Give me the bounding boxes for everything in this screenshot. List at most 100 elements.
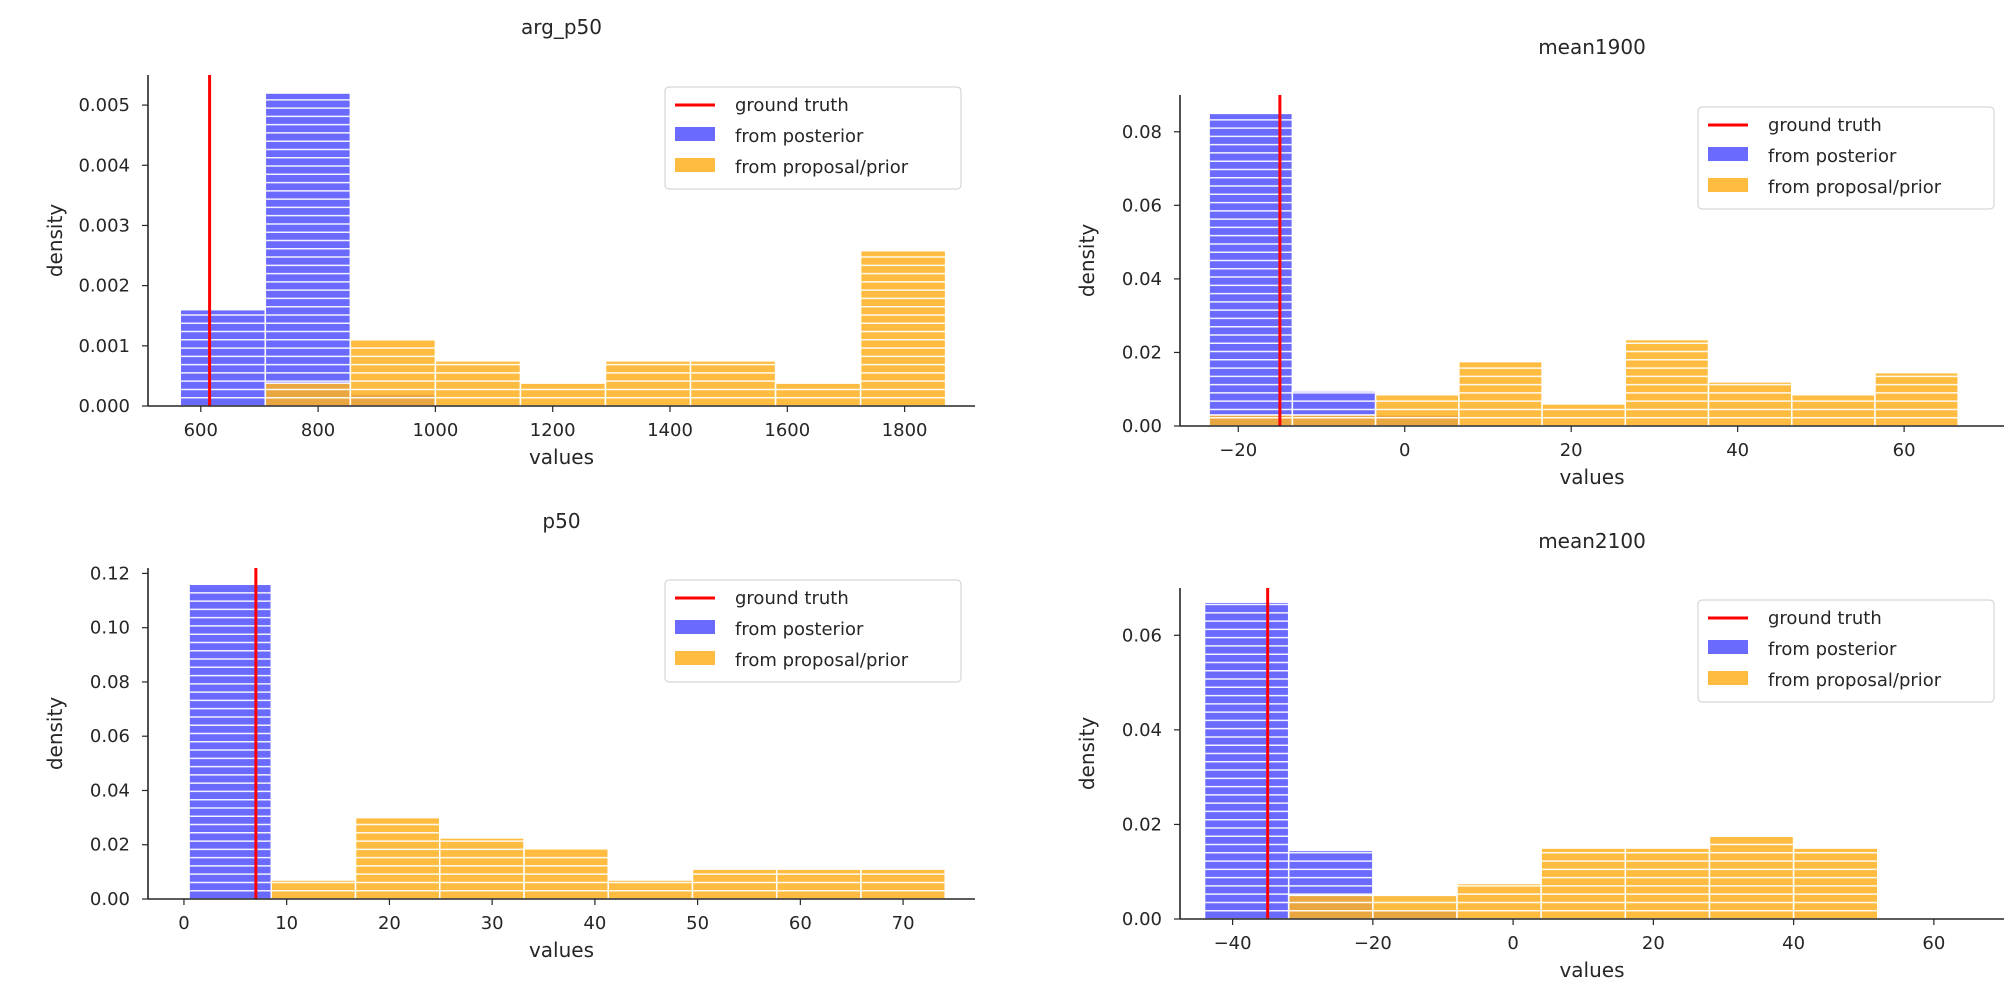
legend-proposal-label: from proposal/prior — [735, 650, 909, 671]
legend-box — [1697, 106, 1995, 210]
subplot-p50: 0 10 20 30 40 50 60 70 0.00 0.02 0.04 0.06 0.08 0.10 0… — [43, 509, 975, 962]
y-tick-label: 0.005 — [78, 95, 130, 116]
x-axis-label: values — [1559, 465, 1624, 489]
chart-title: arg_p50 — [521, 15, 602, 39]
histogram-bar-proposal-6 — [774, 382, 862, 407]
x-tick-label: 1800 — [882, 420, 928, 441]
legend-posterior-label: from posterior — [735, 126, 864, 147]
x-tick-label: 40 — [1726, 440, 1749, 461]
histogram-bar-posterior-0 — [1203, 601, 1290, 920]
legend-proposal-swatch — [675, 651, 715, 665]
x-tick-label: 60 — [1922, 933, 1945, 954]
x-tick-label: 0 — [1399, 440, 1410, 461]
histogram-bar-proposal-1 — [1372, 894, 1458, 920]
x-tick-label: 30 — [481, 913, 504, 934]
x-axis-label: values — [529, 445, 594, 469]
x-tick-label: 50 — [686, 913, 709, 934]
legend-posterior-swatch — [1708, 640, 1748, 654]
y-tick-label: 0.06 — [1122, 195, 1162, 216]
y-tick-label: 0.00 — [1122, 909, 1162, 930]
chart-title: mean1900 — [1538, 35, 1646, 59]
y-tick-label: 0.003 — [78, 215, 130, 236]
y-tick-label: 0.08 — [90, 672, 130, 693]
y-tick-label: 0.001 — [78, 336, 130, 357]
x-tick-label: −40 — [1214, 933, 1252, 954]
histogram-bar-proposal-4 — [604, 360, 692, 407]
y-tick-label: 0.000 — [78, 396, 130, 417]
x-tick-label: 1600 — [764, 420, 810, 441]
y-tick-label: 0.00 — [1122, 416, 1162, 437]
legend-proposal-label: from proposal/prior — [1768, 177, 1942, 198]
histogram-bar-proposal-3 — [1540, 847, 1627, 920]
y-tick-label: 0.004 — [78, 155, 130, 176]
x-tick-label: 20 — [1560, 440, 1583, 461]
histogram-bar-posterior-0 — [179, 308, 267, 407]
y-axis-label: density — [1075, 224, 1099, 297]
x-tick-label: 60 — [1893, 440, 1916, 461]
histogram-bar-proposal-2 — [439, 837, 525, 900]
legend: ground truth from posterior from proposal/… — [664, 86, 962, 190]
histogram-bar-proposal-2 — [1374, 393, 1460, 427]
x-tick-label: 800 — [301, 420, 335, 441]
legend-posterior-label: from posterior — [735, 619, 864, 640]
x-tick-label: −20 — [1219, 440, 1257, 461]
histogram-bar-proposal-2 — [1456, 882, 1542, 920]
legend-box — [664, 579, 962, 683]
subplot-mean2100: −40 −20 0 20 40 60 0.00 0.02 0.04 0.06 mean2100 val… — [1075, 529, 2004, 982]
y-tick-label: 0.02 — [1122, 814, 1162, 835]
y-tick-label: 0.10 — [90, 618, 130, 639]
legend: ground truth from posterior from proposal/… — [1697, 599, 1995, 703]
legend-proposal-swatch — [675, 158, 715, 172]
y-axis-label: density — [43, 204, 67, 277]
legend-proposal-label: from proposal/prior — [735, 157, 909, 178]
x-tick-label: 40 — [1782, 933, 1805, 954]
histogram-bar-proposal-5 — [1624, 338, 1710, 427]
legend-box — [664, 86, 962, 190]
x-tick-label: 600 — [184, 420, 218, 441]
y-tick-label: 0.04 — [1122, 720, 1162, 741]
y-axis-label: density — [43, 697, 67, 770]
histogram-bar-proposal-7 — [1791, 393, 1876, 427]
legend-ground-truth-label: ground truth — [1768, 608, 1882, 629]
y-tick-label: 0.04 — [1122, 269, 1162, 290]
x-tick-label: 70 — [892, 913, 915, 934]
x-tick-label: 0 — [178, 913, 189, 934]
x-axis-label: values — [529, 938, 594, 962]
histogram-bar-proposal-6 — [1707, 381, 1793, 427]
histogram-bar-proposal-3 — [1458, 360, 1543, 427]
legend-posterior-label: from posterior — [1768, 146, 1897, 167]
histogram-bar-proposal-4 — [1541, 403, 1627, 427]
histogram-bar-proposal-3 — [519, 382, 607, 407]
x-tick-label: 1000 — [412, 420, 458, 441]
x-tick-label: −20 — [1354, 933, 1392, 954]
chart-title: p50 — [542, 509, 580, 533]
legend-proposal-swatch — [1708, 178, 1748, 192]
y-tick-label: 0.02 — [1122, 342, 1162, 363]
x-axis-label: values — [1559, 958, 1624, 982]
y-tick-label: 0.06 — [1122, 625, 1162, 646]
x-tick-label: 40 — [583, 913, 606, 934]
legend-posterior-label: from posterior — [1768, 639, 1897, 660]
y-tick-label: 0.04 — [90, 780, 130, 801]
histogram-bar-proposal-0 — [264, 382, 352, 407]
legend-posterior-swatch — [1708, 147, 1748, 161]
legend: ground truth from posterior from proposal/… — [1697, 106, 1995, 210]
histogram-bar-proposal-4 — [1624, 847, 1711, 920]
y-tick-label: 0.002 — [78, 276, 130, 297]
x-tick-label: 20 — [378, 913, 401, 934]
legend: ground truth from posterior from proposal/… — [664, 579, 962, 683]
y-tick-label: 0.08 — [1122, 122, 1162, 143]
histogram-bar-proposal-1 — [1291, 414, 1377, 427]
legend-proposal-swatch — [1708, 671, 1748, 685]
x-tick-label: 20 — [1642, 933, 1665, 954]
histogram-bar-posterior-1 — [264, 92, 352, 407]
histogram-bar-proposal-5 — [689, 360, 777, 407]
y-tick-label: 0.06 — [90, 726, 130, 747]
legend-box — [1697, 599, 1995, 703]
chart-title: mean2100 — [1538, 529, 1646, 553]
y-tick-label: 0.02 — [90, 835, 130, 856]
y-tick-label: 0.12 — [90, 563, 130, 584]
legend-proposal-label: from proposal/prior — [1768, 670, 1942, 691]
histogram-bar-proposal-0 — [1287, 894, 1374, 920]
